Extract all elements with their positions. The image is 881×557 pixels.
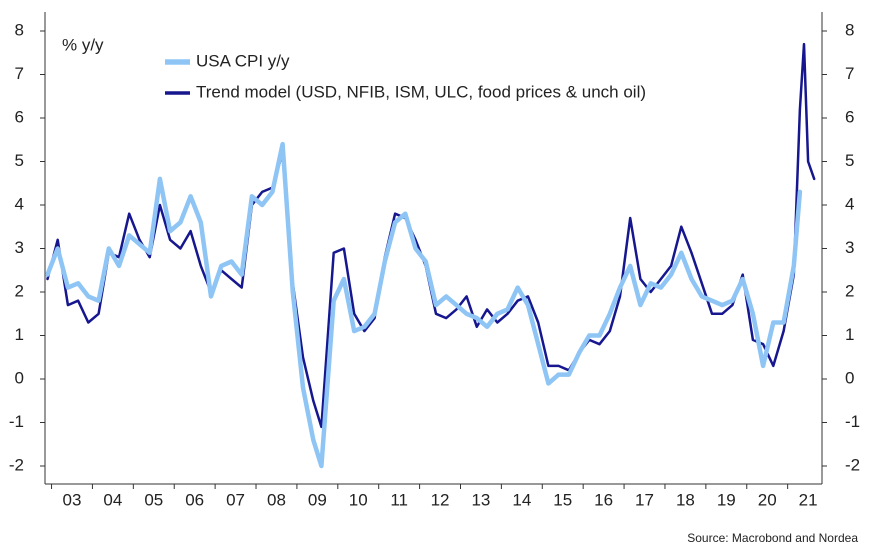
y-tick-label: -1	[9, 412, 24, 431]
y-tick-label: -2	[9, 455, 24, 474]
y2-tick-label: 0	[845, 368, 854, 387]
y-tick-label: 5	[15, 151, 24, 170]
x-tick-label: 17	[635, 490, 654, 509]
y2-tick-label: -1	[845, 412, 860, 431]
x-tick-label: 12	[431, 490, 450, 509]
y2-tick-label: 1	[845, 325, 854, 344]
x-tick-label: 08	[267, 490, 286, 509]
x-tick-label: 15	[553, 490, 572, 509]
y2-tick-label: 3	[845, 238, 854, 257]
y-unit-label: % y/y	[62, 35, 104, 54]
y-tick-label: 7	[15, 64, 24, 83]
x-tick-label: 20	[758, 490, 777, 509]
x-tick-label: 19	[717, 490, 736, 509]
y2-tick-label: 7	[845, 64, 854, 83]
y2-tick-label: 2	[845, 281, 854, 300]
y2-tick-label: 4	[845, 194, 854, 213]
x-tick-label: 10	[349, 490, 368, 509]
series-line	[46, 42, 816, 429]
y2-tick-label: 5	[845, 151, 854, 170]
y-tick-label: 3	[15, 238, 24, 257]
y-tick-label: 8	[15, 20, 24, 39]
x-tick-label: 16	[594, 490, 613, 509]
y2-tick-label: -2	[845, 455, 860, 474]
legend-label: USA CPI y/y	[196, 51, 290, 70]
x-tick-label: 21	[799, 490, 818, 509]
x-tick-label: 07	[226, 490, 245, 509]
x-tick-label: 09	[308, 490, 327, 509]
series-line	[45, 141, 803, 469]
x-tick-label: 14	[512, 490, 531, 509]
y-tick-label: 4	[15, 194, 24, 213]
y2-tick-label: 6	[845, 107, 854, 126]
y2-tick-label: 8	[845, 20, 854, 39]
x-tick-label: 04	[103, 490, 122, 509]
y-tick-label: 1	[15, 325, 24, 344]
y-tick-label: 2	[15, 281, 24, 300]
x-tick-label: 06	[185, 490, 204, 509]
x-tick-label: 18	[676, 490, 695, 509]
x-tick-label: 13	[471, 490, 490, 509]
x-tick-label: 05	[144, 490, 163, 509]
x-tick-label: 11	[390, 490, 408, 509]
source: Source: Macrobond and Nordea	[687, 531, 858, 545]
legend-label: Trend model (USD, NFIB, ISM, ULC, food p…	[196, 82, 646, 101]
y-tick-label: 0	[15, 368, 24, 387]
y-tick-label: 6	[15, 107, 24, 126]
x-tick-label: 03	[63, 490, 82, 509]
